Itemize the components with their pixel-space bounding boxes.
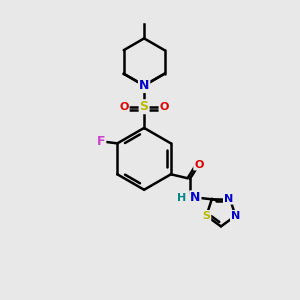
Text: N: N: [139, 79, 149, 92]
Text: O: O: [119, 102, 129, 112]
Text: N: N: [231, 211, 240, 221]
Text: N: N: [224, 194, 233, 204]
Text: O: O: [159, 102, 169, 112]
Text: H: H: [177, 193, 186, 203]
Text: S: S: [202, 211, 210, 221]
Text: S: S: [140, 100, 148, 113]
Text: N: N: [190, 191, 200, 204]
Text: O: O: [194, 160, 203, 170]
Text: F: F: [97, 135, 105, 148]
